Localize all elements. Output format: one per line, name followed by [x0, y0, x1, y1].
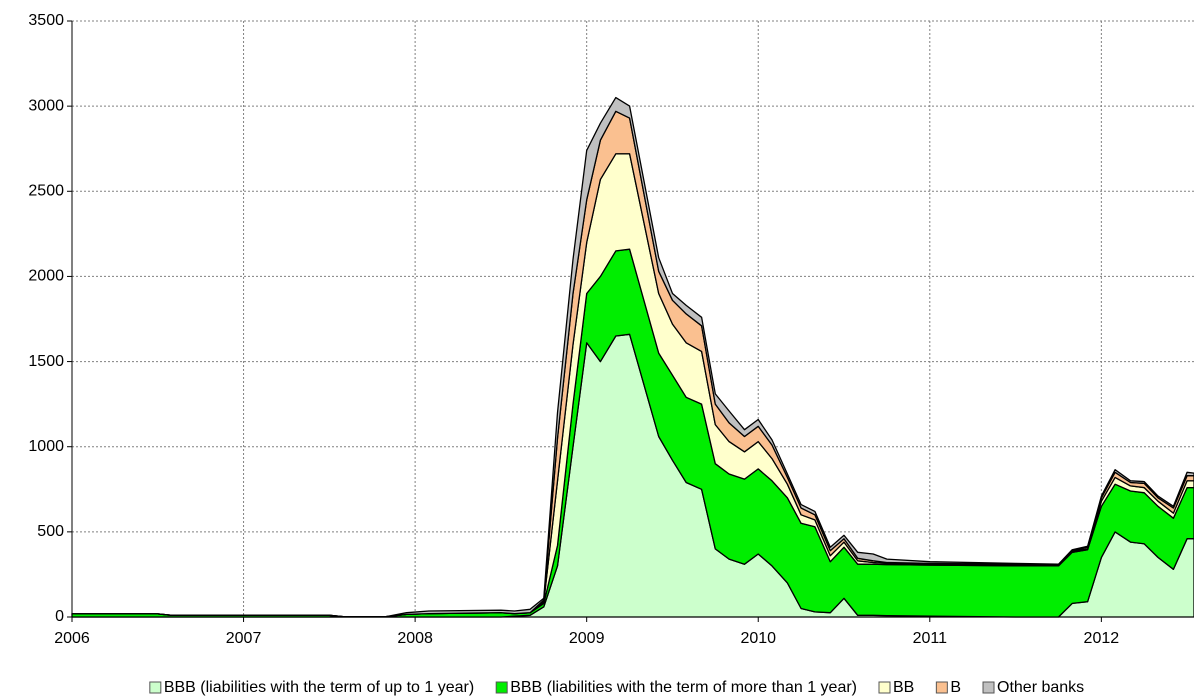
legend-label: Other banks [997, 679, 1084, 696]
x-tick-label: 2012 [1084, 630, 1120, 647]
legend-swatch [149, 681, 162, 694]
y-tick-label: 2000 [28, 268, 64, 285]
legend-swatch [982, 681, 995, 694]
y-tick-label: 500 [37, 523, 64, 540]
legend-label: B [950, 679, 961, 696]
area [71, 96, 1194, 618]
x-tick-label: 2009 [569, 630, 605, 647]
legend: BBB (liabilities with the term of up to … [149, 679, 1084, 696]
legend-label: BB [893, 679, 914, 696]
x-tick-label: 2008 [397, 630, 433, 647]
x-tick-label: 2007 [226, 630, 262, 647]
y-tick-label: 2500 [28, 183, 64, 200]
legend-label: BBB (liabilities with the term of more t… [510, 679, 857, 696]
x-tick-label: 2010 [740, 630, 776, 647]
legend-label: BBB (liabilities with the term of up to … [164, 679, 474, 696]
legend-swatch [935, 681, 948, 694]
y-tick-label: 1000 [28, 438, 64, 455]
legend-swatch [878, 681, 891, 694]
y-tick-label: 3000 [28, 97, 64, 114]
y-tick-label: 0 [55, 608, 64, 625]
legend-swatch [495, 681, 508, 694]
x-tick-label: 2011 [913, 630, 948, 647]
x-tick-label: 2006 [54, 630, 90, 647]
y-tick-label: 1500 [28, 353, 64, 370]
y-tick-label: 3500 [28, 12, 64, 29]
